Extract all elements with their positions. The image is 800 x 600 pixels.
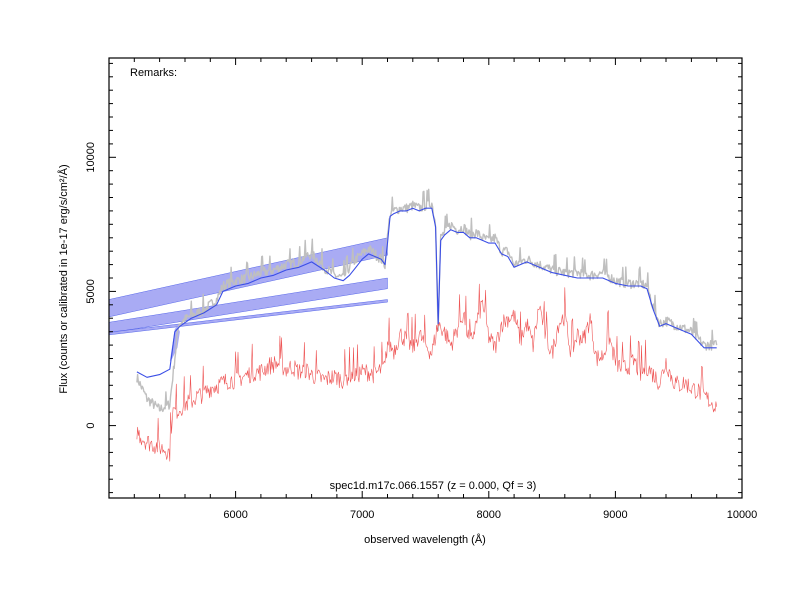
x-tick-label-10000: 10000 [727,509,758,521]
axis-ticks-group: 6000 7000 8000 9000 10000 0 5000 10000 [85,58,757,521]
y-tick-label-10000: 10000 [85,142,97,173]
spectrum-series-group [136,188,718,462]
spectrum-raw-flux [136,188,718,413]
remarks-label: Remarks: [130,67,177,79]
x-tick-label-8000: 8000 [477,509,501,521]
spectral-band-2 [109,277,388,334]
spectrum-error-flux [136,283,717,462]
spectrum-caption: spec1d.m17c.066.1557 (z = 0.000, Qf = 3) [330,480,537,492]
x-tick-label-9000: 9000 [603,509,627,521]
x-axis-title: observed wavelength (Å) [364,533,486,546]
y-axis-title: Flux (counts or calibrated in 1e-17 erg/… [57,164,70,393]
x-tick-label-6000: 6000 [223,509,247,521]
spectrum-model-flux [136,207,717,378]
x-tick-label-7000: 7000 [350,509,374,521]
y-tick-label-0: 0 [85,423,97,429]
y-tick-label-5000: 5000 [85,279,97,303]
